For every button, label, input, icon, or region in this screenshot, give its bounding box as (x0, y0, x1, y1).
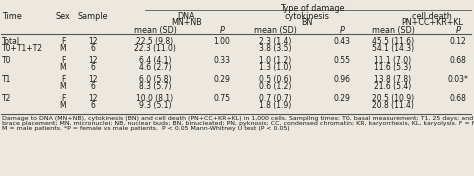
Text: 13.8 (7.8): 13.8 (7.8) (374, 75, 411, 84)
Text: Total: Total (2, 37, 20, 46)
Text: T0: T0 (2, 56, 11, 65)
Text: 0.29: 0.29 (334, 94, 350, 103)
Text: 2.3 (1.4): 2.3 (1.4) (259, 37, 291, 46)
Text: 11.1 (7.0): 11.1 (7.0) (374, 56, 411, 65)
Text: T2: T2 (2, 94, 11, 103)
Text: 6: 6 (91, 101, 95, 110)
Text: 0.29: 0.29 (214, 75, 230, 84)
Text: P: P (339, 26, 345, 35)
Text: 6.0 (5.8): 6.0 (5.8) (139, 75, 171, 84)
Text: T0+T1+T2: T0+T1+T2 (2, 44, 43, 53)
Text: M: M (60, 63, 66, 72)
Text: 0.5 (0.6): 0.5 (0.6) (259, 75, 292, 84)
Text: mean (SD): mean (SD) (372, 26, 414, 35)
Text: MN+NB: MN+NB (171, 18, 202, 27)
Text: 12: 12 (88, 37, 98, 46)
Text: BN: BN (301, 18, 312, 27)
Text: Time: Time (2, 12, 22, 21)
Text: 20.5 (10.9): 20.5 (10.9) (372, 94, 414, 103)
Text: 22.5 (9.8): 22.5 (9.8) (137, 37, 173, 46)
Text: 0.75: 0.75 (213, 94, 230, 103)
Text: 12: 12 (88, 75, 98, 84)
Text: Sample: Sample (78, 12, 108, 21)
Text: F: F (61, 94, 65, 103)
Text: M: M (60, 101, 66, 110)
Text: 0.7 (0.7): 0.7 (0.7) (259, 94, 292, 103)
Text: 0.43: 0.43 (334, 37, 350, 46)
Text: 6: 6 (91, 82, 95, 91)
Text: 1.8 (1.9): 1.8 (1.9) (259, 101, 291, 110)
Text: 54.1 (14.3): 54.1 (14.3) (372, 44, 414, 53)
Text: 6.4 (4.1): 6.4 (4.1) (139, 56, 171, 65)
Text: 45.5 (11.6): 45.5 (11.6) (372, 37, 414, 46)
Text: 20.8 (11.4): 20.8 (11.4) (372, 101, 414, 110)
Text: 0.12: 0.12 (450, 37, 466, 46)
Text: 0.96: 0.96 (334, 75, 350, 84)
Text: 0.6 (1.2): 0.6 (1.2) (259, 82, 291, 91)
Text: 12: 12 (88, 56, 98, 65)
Text: F: F (61, 56, 65, 65)
Text: 0.03*: 0.03* (447, 75, 468, 84)
Text: P: P (456, 26, 460, 35)
Text: T1: T1 (2, 75, 11, 84)
Text: brace placement; MN, micronuclei; NB, nuclear buds; BN, binucleated; PN, pyknosi: brace placement; MN, micronuclei; NB, nu… (2, 121, 474, 126)
Text: P: P (219, 26, 224, 35)
Text: M: M (60, 44, 66, 53)
Text: 8.3 (5.7): 8.3 (5.7) (139, 82, 171, 91)
Text: 0.68: 0.68 (449, 94, 466, 103)
Text: PN+CC+KR+KL: PN+CC+KR+KL (401, 18, 463, 27)
Text: 10.0 (8.1): 10.0 (8.1) (137, 94, 173, 103)
Text: 6: 6 (91, 63, 95, 72)
Text: mean (SD): mean (SD) (134, 26, 176, 35)
Text: 12: 12 (88, 94, 98, 103)
Text: 3.8 (3.5): 3.8 (3.5) (259, 44, 291, 53)
Text: mean (SD): mean (SD) (254, 26, 296, 35)
Text: F: F (61, 37, 65, 46)
Text: 9.3 (5.1): 9.3 (5.1) (139, 101, 171, 110)
Text: 1.0 (1.2): 1.0 (1.2) (259, 56, 291, 65)
Text: 0.55: 0.55 (334, 56, 350, 65)
Text: 4.6 (2.7): 4.6 (2.7) (139, 63, 171, 72)
Text: cytokinesis: cytokinesis (284, 12, 329, 21)
Text: F: F (61, 75, 65, 84)
Text: 0.68: 0.68 (449, 56, 466, 65)
Text: 22.3 (11.0): 22.3 (11.0) (134, 44, 176, 53)
Text: M = male patients. *P = female vs male patients.  P < 0.05 Mann-Whitney U test (: M = male patients. *P = female vs male p… (2, 126, 290, 131)
Text: DNA: DNA (178, 12, 195, 21)
Text: 11.6 (5.3): 11.6 (5.3) (374, 63, 411, 72)
Text: Type of damage: Type of damage (280, 4, 345, 13)
Text: Sex: Sex (55, 12, 70, 21)
Text: 21.6 (5.4): 21.6 (5.4) (374, 82, 411, 91)
Text: 1.3 (1.0): 1.3 (1.0) (259, 63, 291, 72)
Text: cell death: cell death (412, 12, 452, 21)
Text: 6: 6 (91, 44, 95, 53)
Text: Damage to DNA (MN+NB), cytokinesis (BN) and cell death (PN+CC+KR+KL) in 1,000 ce: Damage to DNA (MN+NB), cytokinesis (BN) … (2, 116, 474, 121)
Text: 0.33: 0.33 (213, 56, 230, 65)
Text: 1.00: 1.00 (214, 37, 230, 46)
Text: M: M (60, 82, 66, 91)
